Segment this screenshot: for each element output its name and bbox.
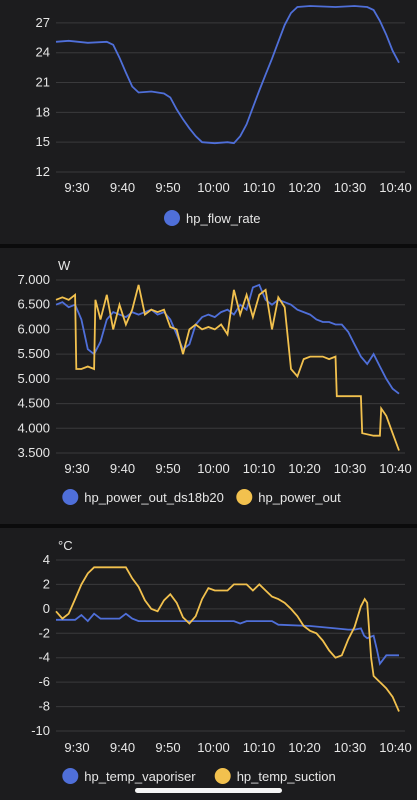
x-tick-label: 9:30: [64, 180, 89, 195]
x-tick-label: 10:10: [243, 740, 276, 755]
y-tick-label: 4.500: [17, 396, 50, 411]
unit-label: W: [58, 258, 71, 273]
x-tick-label: 10:20: [288, 461, 321, 476]
y-tick-label: 6.500: [17, 297, 50, 312]
temperature-card: -10 -8 -6 -4 -2 0 2 4 °C 9:30 9:40 9:50 10:00 10:10 10…: [0, 528, 417, 800]
unit-label: °C: [58, 538, 73, 553]
x-tick-label: 10:30: [334, 180, 367, 195]
flow-rate-card: 12 15 18 21 24 27 9:30 9:40 9:50 10:00 10:10 10:20 1…: [0, 0, 417, 244]
power-chart: 3.500 4.000 4.500 5.000 5.500 6.000 6.500 7.000…: [17, 258, 412, 505]
y-tick-label: 4.000: [17, 420, 50, 435]
x-tick-label: 10:00: [197, 180, 230, 195]
temperature-chart: -10 -8 -6 -4 -2 0 2 4 °C 9:30 9:40 9:50 10:00 10:10 10…: [31, 538, 412, 784]
x-tick-label: 10:30: [334, 461, 367, 476]
x-tick-label: 10:40: [379, 740, 412, 755]
y-tick-label: -4: [38, 650, 50, 665]
x-tick-label: 10:00: [197, 461, 230, 476]
x-tick-label: 10:40: [379, 461, 412, 476]
y-tick-label: -10: [31, 723, 50, 738]
y-tick-label: -6: [38, 674, 50, 689]
x-tick-label: 9:50: [155, 740, 180, 755]
y-tick-label: 0: [43, 601, 50, 616]
legend-dot-hp_flow_rate[interactable]: [164, 210, 180, 226]
series-line-hp_power_out_ds18b20[interactable]: [55, 283, 400, 395]
y-tick-label: 2: [43, 576, 50, 591]
series-line-hp_flow_rate[interactable]: [55, 5, 400, 145]
legend-label-hp_temp_suction[interactable]: hp_temp_suction: [237, 769, 336, 784]
home-indicator[interactable]: [135, 788, 282, 793]
y-tick-label: 3.500: [17, 445, 50, 460]
y-tick-label: 6.000: [17, 321, 50, 336]
y-tick-label: 21: [36, 75, 50, 90]
y-tick-label: 27: [36, 15, 50, 30]
legend-dot-hp_temp_suction[interactable]: [214, 768, 231, 784]
y-tick-label: 5.500: [17, 346, 50, 361]
y-tick-label: 5.000: [17, 371, 50, 386]
y-tick-label: 18: [36, 104, 50, 119]
x-tick-label: 9:50: [155, 461, 180, 476]
y-tick-label: 4: [43, 552, 50, 567]
x-tick-label: 10:40: [379, 180, 412, 195]
series-line-hp_temp_vaporiser[interactable]: [56, 612, 399, 666]
x-tick-label: 9:40: [110, 180, 135, 195]
legend-dot-hp_power_out_ds18b20[interactable]: [62, 489, 79, 505]
x-tick-label: 9:30: [64, 740, 89, 755]
series-line-hp_temp_suction[interactable]: [55, 566, 400, 712]
x-tick-label: 10:20: [288, 740, 321, 755]
x-tick-label: 9:30: [64, 461, 89, 476]
y-tick-label: 12: [36, 164, 50, 179]
legend-label-hp_power_out_ds18b20[interactable]: hp_power_out_ds18b20: [84, 490, 224, 505]
legend-dot-hp_power_out[interactable]: [236, 489, 253, 505]
power-card: 3.500 4.000 4.500 5.000 5.500 6.000 6.500 7.000…: [0, 248, 417, 524]
x-tick-label: 10:00: [197, 740, 230, 755]
y-tick-label: -8: [38, 699, 50, 714]
flow-rate-chart: 12 15 18 21 24 27 9:30 9:40 9:50 10:00 10:10 10:20 1…: [36, 5, 412, 226]
x-tick-label: 9:50: [155, 180, 180, 195]
x-tick-label: 10:10: [243, 461, 276, 476]
y-tick-label: -2: [38, 625, 50, 640]
x-tick-label: 9:40: [110, 461, 135, 476]
y-tick-label: 7.000: [17, 272, 50, 287]
x-tick-label: 9:40: [110, 740, 135, 755]
legend-label-hp_flow_rate[interactable]: hp_flow_rate: [186, 211, 260, 226]
y-tick-label: 24: [36, 45, 50, 60]
legend-label-hp_temp_vaporiser[interactable]: hp_temp_vaporiser: [84, 769, 196, 784]
series-line-hp_power_out[interactable]: [55, 284, 400, 451]
x-tick-label: 10:20: [288, 180, 321, 195]
x-tick-label: 10:10: [243, 180, 276, 195]
legend-label-hp_power_out[interactable]: hp_power_out: [258, 490, 341, 505]
y-tick-label: 15: [36, 134, 50, 149]
legend-dot-hp_temp_vaporiser[interactable]: [62, 768, 79, 784]
x-tick-label: 10:30: [334, 740, 367, 755]
